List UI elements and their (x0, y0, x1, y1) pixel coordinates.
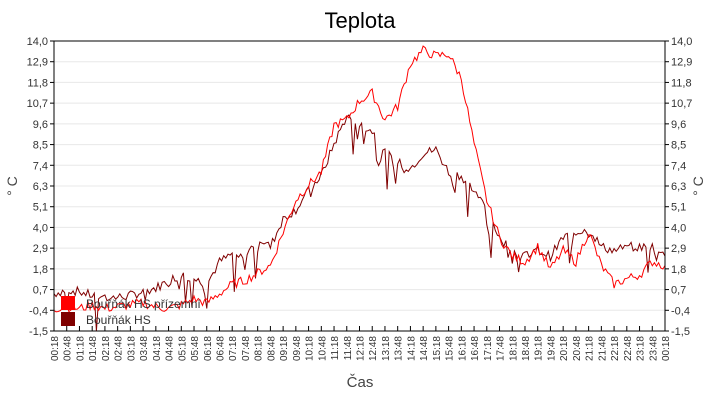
y-axis-ticks: 14,0 14,0 12,9 12,9 11,8 11,8 10,7 10,7 9,6 9,6 8,… (27, 36, 693, 338)
chart-title: Teplota (324, 8, 396, 33)
x-tick-label: 18:48 (521, 336, 532, 361)
y-tick-label-left: 0,7 (33, 285, 48, 297)
y-tick-label-right: 7,4 (671, 160, 686, 172)
x-tick-label: 02:18 (101, 336, 112, 361)
y-tick-label-left: 4,0 (33, 222, 48, 234)
x-tick-label: 10:18 (305, 336, 316, 361)
y-tick-label-right: 4,0 (671, 222, 686, 234)
gridlines (54, 61, 665, 311)
x-tick-label: 15:48 (445, 336, 456, 361)
x-tick-label: 10:48 (317, 336, 328, 361)
x-tick-label: 19:48 (546, 336, 557, 361)
legend-swatch-icon (61, 312, 75, 326)
x-tick-label: 11:48 (343, 336, 354, 361)
x-tick-label: 13:48 (394, 336, 405, 361)
legend-label: Bouřňák HS (86, 313, 151, 327)
x-tick-label: 04:48 (165, 336, 176, 361)
x-tick-label: 16:18 (457, 336, 468, 361)
y-tick-label-right: 14,0 (671, 36, 692, 48)
x-tick-label: 03:48 (139, 336, 150, 361)
x-tick-label: 01:48 (88, 336, 99, 361)
x-tick-label: 19:18 (534, 336, 545, 361)
y-tick-label-left: -1,5 (29, 326, 48, 338)
x-tick-label: 06:48 (215, 336, 226, 361)
series-line (53, 114, 666, 332)
x-tick-label: 07:48 (241, 336, 252, 361)
x-tick-label: 02:48 (114, 336, 125, 361)
x-tick-label: 21:48 (597, 336, 608, 361)
series-line (53, 45, 666, 313)
x-tick-label: 00:48 (63, 336, 74, 361)
y-tick-label-left: 1,8 (33, 264, 48, 276)
x-tick-label: 12:48 (368, 336, 379, 361)
x-tick-label: 06:18 (203, 336, 214, 361)
y-tick-label-left: 2,9 (33, 243, 48, 255)
y-tick-label-left: 12,9 (27, 57, 48, 69)
y-tick-label-left: 11,8 (27, 77, 48, 89)
y-tick-label-right: 0,7 (671, 285, 686, 297)
x-tick-label: 18:18 (508, 336, 519, 361)
y-tick-label-right: 9,6 (671, 119, 686, 131)
x-tick-label: 05:48 (190, 336, 201, 361)
x-tick-label: 14:48 (419, 336, 430, 361)
x-axis-ticks: 00:18 00:48 01:18 01:48 02:18 02:48 03:18 03:48… (50, 326, 672, 361)
x-tick-label: 23:48 (648, 336, 659, 361)
y-tick-label-right: 12,9 (671, 57, 692, 69)
x-tick-label: 15:18 (432, 336, 443, 361)
x-tick-label: 22:18 (610, 336, 621, 361)
x-tick-label: 23:18 (636, 336, 647, 361)
y-tick-label-left: 14,0 (27, 36, 48, 48)
y-tick-label-left: 5,1 (33, 202, 48, 214)
x-tick-label: 11:18 (330, 336, 341, 361)
x-tick-label: 20:18 (559, 336, 570, 361)
y-tick-label-right: 8,5 (671, 140, 686, 152)
x-tick-label: 09:18 (279, 336, 290, 361)
x-tick-label: 08:48 (266, 336, 277, 361)
x-tick-label: 01:18 (75, 336, 86, 361)
legend-label: Bouřňák HS přízemní (86, 297, 201, 311)
y-tick-label-right: 2,9 (671, 243, 686, 255)
x-axis-title: Čas (346, 374, 374, 391)
x-tick-label: 05:18 (177, 336, 188, 361)
data-series (53, 45, 666, 332)
y-tick-label-right: 1,8 (671, 264, 686, 276)
legend-swatch-icon (61, 296, 75, 310)
x-tick-label: 20:48 (572, 336, 583, 361)
x-tick-label: 00:18 (661, 336, 672, 361)
y-tick-label-left: 10,7 (27, 98, 48, 110)
x-tick-label: 12:18 (356, 336, 367, 361)
y-tick-label-right: 10,7 (671, 98, 692, 110)
y-tick-label-right: 11,8 (671, 77, 692, 89)
legend: Bouřňák HS přízemní Bouřňák HS (61, 296, 201, 327)
x-tick-label: 17:18 (483, 336, 494, 361)
y-tick-label-right: 6,3 (671, 181, 686, 193)
y-tick-label-left: 8,5 (33, 140, 48, 152)
x-tick-label: 09:48 (292, 336, 303, 361)
y-tick-label-right: -0,4 (671, 305, 690, 317)
x-tick-label: 04:18 (152, 336, 163, 361)
y-tick-label-left: 7,4 (33, 160, 48, 172)
x-tick-label: 22:48 (623, 336, 634, 361)
x-tick-label: 17:48 (496, 336, 507, 361)
x-tick-label: 08:18 (254, 336, 265, 361)
y-tick-label-left: 6,3 (33, 181, 48, 193)
x-tick-label: 14:18 (406, 336, 417, 361)
y-tick-label-left: -0,4 (29, 305, 48, 317)
x-tick-label: 16:48 (470, 336, 481, 361)
y-tick-label-right: -1,5 (671, 326, 690, 338)
y-tick-label-right: 5,1 (671, 202, 686, 214)
x-tick-label: 00:18 (50, 336, 61, 361)
y-tick-label-left: 9,6 (33, 119, 48, 131)
x-tick-label: 13:18 (381, 336, 392, 361)
x-tick-label: 07:18 (228, 336, 239, 361)
x-tick-label: 03:18 (126, 336, 137, 361)
x-tick-label: 21:18 (585, 336, 596, 361)
